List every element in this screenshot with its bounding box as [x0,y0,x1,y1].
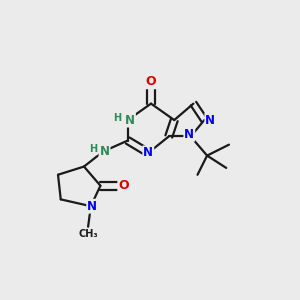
Text: CH₃: CH₃ [78,229,98,239]
Text: H: H [89,144,97,154]
Text: N: N [184,128,194,141]
Text: N: N [143,146,153,159]
Text: N: N [206,113,215,127]
Text: H: H [113,113,122,123]
Text: N: N [125,113,135,127]
Text: N: N [87,200,97,213]
Text: N: N [100,145,110,158]
Text: O: O [146,75,156,88]
Text: O: O [118,179,129,192]
